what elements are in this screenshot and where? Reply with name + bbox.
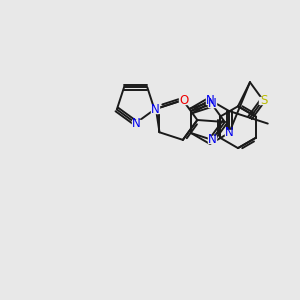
Text: N: N <box>132 117 141 130</box>
Bar <box>260 97 268 104</box>
Text: O: O <box>179 94 188 106</box>
Bar <box>225 130 233 136</box>
Text: N: N <box>151 103 160 116</box>
Text: N: N <box>208 97 216 110</box>
Text: S: S <box>260 94 268 106</box>
Bar <box>132 120 141 127</box>
Bar <box>206 97 214 104</box>
Bar <box>152 106 160 113</box>
Bar <box>208 100 216 107</box>
Text: N: N <box>206 94 214 106</box>
Bar <box>179 97 188 104</box>
Text: N: N <box>208 133 216 146</box>
Bar <box>208 136 216 143</box>
Text: N: N <box>225 127 233 140</box>
